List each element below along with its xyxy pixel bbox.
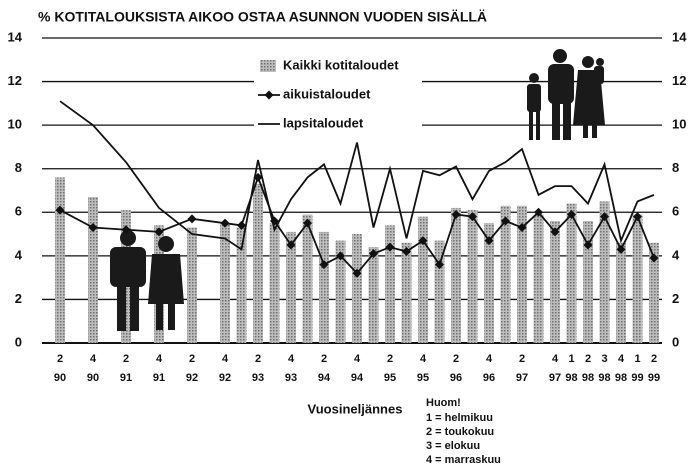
chart: % KOTITALOUKSISTA AIKOO OSTAA ASUNNON VU… — [0, 0, 692, 472]
y-tick-label: 0 — [15, 334, 22, 349]
x-tick-label-quarter: 2 — [651, 353, 657, 365]
x-tick-label-quarter: 4 — [486, 353, 493, 365]
y-tick-label: 6 — [15, 204, 22, 219]
x-tick-label: 98 — [582, 372, 594, 384]
family-silhouette — [527, 49, 605, 140]
x-tick-label: 95 — [417, 372, 429, 384]
bar — [402, 243, 412, 343]
x-tick-label-quarter: 1 — [634, 353, 640, 365]
bar — [319, 232, 329, 343]
y-tick-label: 2 — [15, 291, 22, 306]
x-tick-label-quarter: 1 — [568, 353, 574, 365]
bar — [187, 228, 197, 343]
x-tick-label: 95 — [384, 372, 396, 384]
x-tick-label: 92 — [186, 372, 198, 384]
note: Huom! — [426, 397, 461, 409]
y2-tick-label: 10 — [672, 117, 686, 132]
note: 4 = marraskuu — [426, 454, 501, 466]
bar — [270, 223, 280, 343]
x-tick-label: 90 — [54, 372, 66, 384]
x-tick-label: 99 — [631, 372, 643, 384]
x-tick-label-quarter: 4 — [222, 353, 229, 365]
x-tick-label: 90 — [87, 372, 99, 384]
x-tick-label: 98 — [565, 372, 577, 384]
bar — [253, 184, 263, 343]
x-tick-label: 94 — [351, 372, 364, 384]
legend-swatch — [260, 60, 276, 72]
bar — [534, 214, 544, 343]
x-tick-label: 91 — [120, 372, 132, 384]
x-tick-label-quarter: 2 — [123, 353, 129, 365]
y-tick-label: 14 — [8, 29, 23, 44]
x-tick-label-quarter: 2 — [57, 353, 63, 365]
y-tick-label: 10 — [8, 117, 22, 132]
legend-label: Kaikki kotitaloudet — [283, 57, 399, 72]
x-tick-label-quarter: 4 — [618, 353, 625, 365]
x-tick-label-quarter: 2 — [321, 353, 327, 365]
x-tick-label-quarter: 2 — [255, 353, 261, 365]
x-tick-label-quarter: 4 — [354, 353, 361, 365]
marker — [188, 214, 197, 223]
x-tick-label: 97 — [549, 372, 561, 384]
y-tick-label: 8 — [15, 160, 22, 175]
bar — [550, 221, 560, 343]
x-tick-label: 93 — [252, 372, 264, 384]
bar — [352, 234, 362, 343]
x-tick-label: 91 — [153, 372, 165, 384]
x-tick-label: 92 — [219, 372, 231, 384]
bar — [369, 247, 379, 343]
x-tick-label-quarter: 3 — [601, 353, 607, 365]
bar — [567, 204, 577, 343]
x-tick-label-quarter: 2 — [585, 353, 591, 365]
chart-title: % KOTITALOUKSISTA AIKOO OSTAA ASUNNON VU… — [38, 9, 487, 25]
note: 3 = elokuu — [426, 440, 480, 452]
x-tick-label-quarter: 2 — [519, 353, 525, 365]
x-tick-label: 94 — [318, 372, 331, 384]
x-tick-label: 96 — [483, 372, 495, 384]
y2-tick-label: 12 — [672, 73, 686, 88]
x-tick-label: 98 — [598, 372, 610, 384]
x-tick-label-quarter: 2 — [189, 353, 195, 365]
y2-tick-label: 8 — [672, 160, 679, 175]
bar — [468, 210, 478, 343]
y2-tick-label: 0 — [672, 334, 679, 349]
x-tick-label-quarter: 2 — [453, 353, 459, 365]
y2-tick-label: 2 — [672, 291, 679, 306]
x-axis-title: Vuosineljännes — [308, 401, 403, 416]
x-tick-label-quarter: 4 — [552, 353, 559, 365]
y-tick-label: 4 — [15, 247, 23, 262]
x-tick-label-quarter: 4 — [288, 353, 295, 365]
y2-tick-label: 14 — [672, 29, 687, 44]
bar — [451, 208, 461, 343]
x-tick-label-quarter: 4 — [156, 353, 163, 365]
legend-label: lapsitaloudet — [283, 115, 364, 130]
x-tick-label: 97 — [516, 372, 528, 384]
bar — [616, 243, 626, 343]
x-tick-label-quarter: 2 — [387, 353, 393, 365]
y2-tick-label: 4 — [672, 247, 680, 262]
bar — [633, 214, 643, 343]
note: 1 = helmikuu — [426, 412, 493, 424]
bar — [88, 197, 98, 343]
x-tick-label-quarter: 4 — [90, 353, 97, 365]
note: 2 = toukokuu — [426, 426, 494, 438]
x-tick-label: 98 — [615, 372, 627, 384]
bar — [418, 217, 428, 343]
legend-label: aikuistaloudet — [283, 86, 371, 101]
x-tick-label-quarter: 4 — [420, 353, 427, 365]
y2-tick-label: 6 — [672, 204, 679, 219]
bar — [55, 177, 65, 343]
x-tick-label: 99 — [648, 372, 660, 384]
y-tick-label: 12 — [8, 73, 22, 88]
x-tick-label: 96 — [450, 372, 462, 384]
x-tick-label: 93 — [285, 372, 297, 384]
